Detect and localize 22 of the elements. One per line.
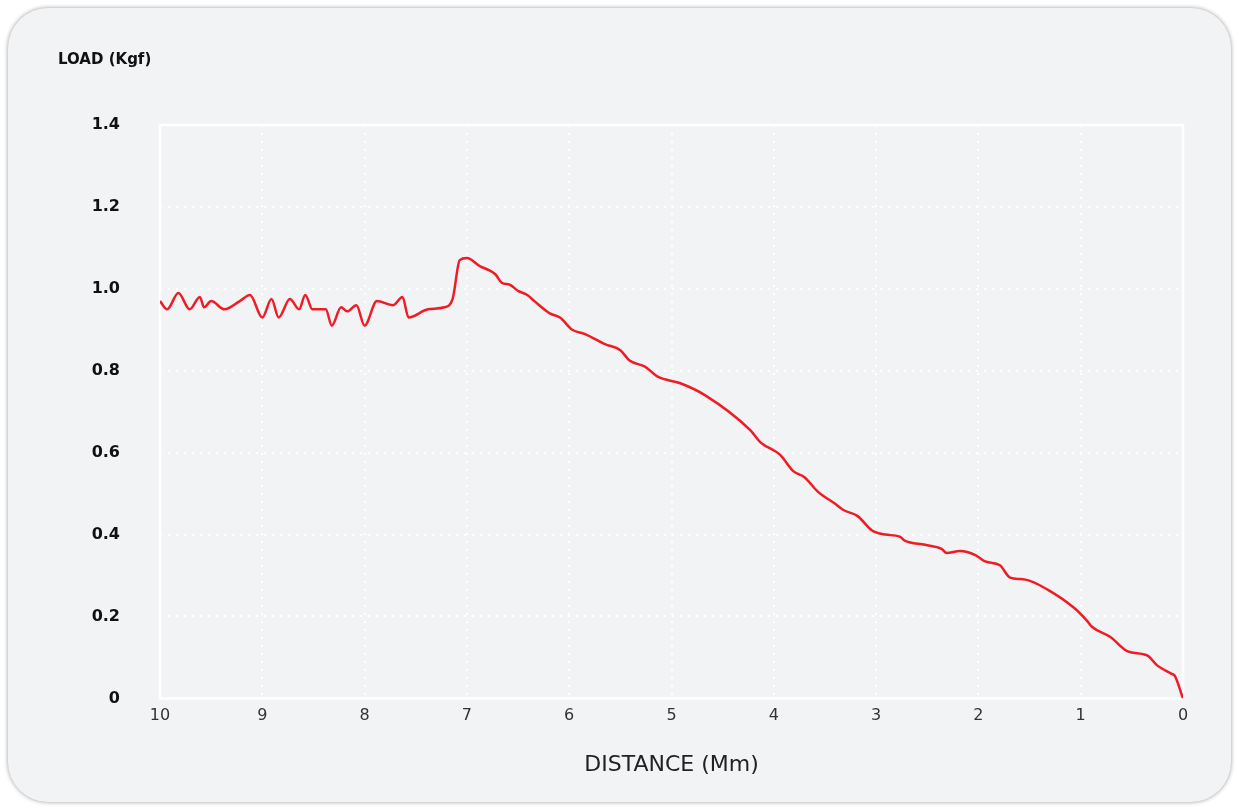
y-tick-label: 0.2: [91, 605, 120, 625]
x-tick-label: 6: [564, 705, 575, 725]
y-tick-label: 0.6: [91, 441, 120, 461]
y-tick-label: 1.2: [91, 196, 120, 216]
y-tick-label: 1.4: [91, 114, 120, 134]
x-tick-label: 0: [1177, 705, 1189, 725]
x-tick-label: 4: [768, 705, 779, 725]
x-tick-label: 9: [257, 705, 268, 725]
y-tick-label: 0: [108, 687, 120, 707]
x-tick-label: 2: [973, 705, 984, 725]
y-tick-label: 1.0: [91, 277, 120, 297]
x-tick-label: 8: [359, 705, 370, 725]
x-tick-label: 7: [461, 705, 472, 725]
line-series: [160, 256, 1183, 699]
x-tick-label: 1: [1075, 705, 1086, 725]
x-tick-label: 3: [871, 705, 882, 725]
y-tick-label: 0.8: [91, 359, 120, 379]
x-tick-label: 5: [666, 705, 677, 725]
x-tick-label: 10: [149, 705, 171, 725]
y-axis-title: LOAD (Kgf): [58, 49, 152, 68]
x-axis-title: DISTANCE (Mm): [584, 750, 759, 776]
y-tick-label: 0.4: [91, 523, 120, 543]
